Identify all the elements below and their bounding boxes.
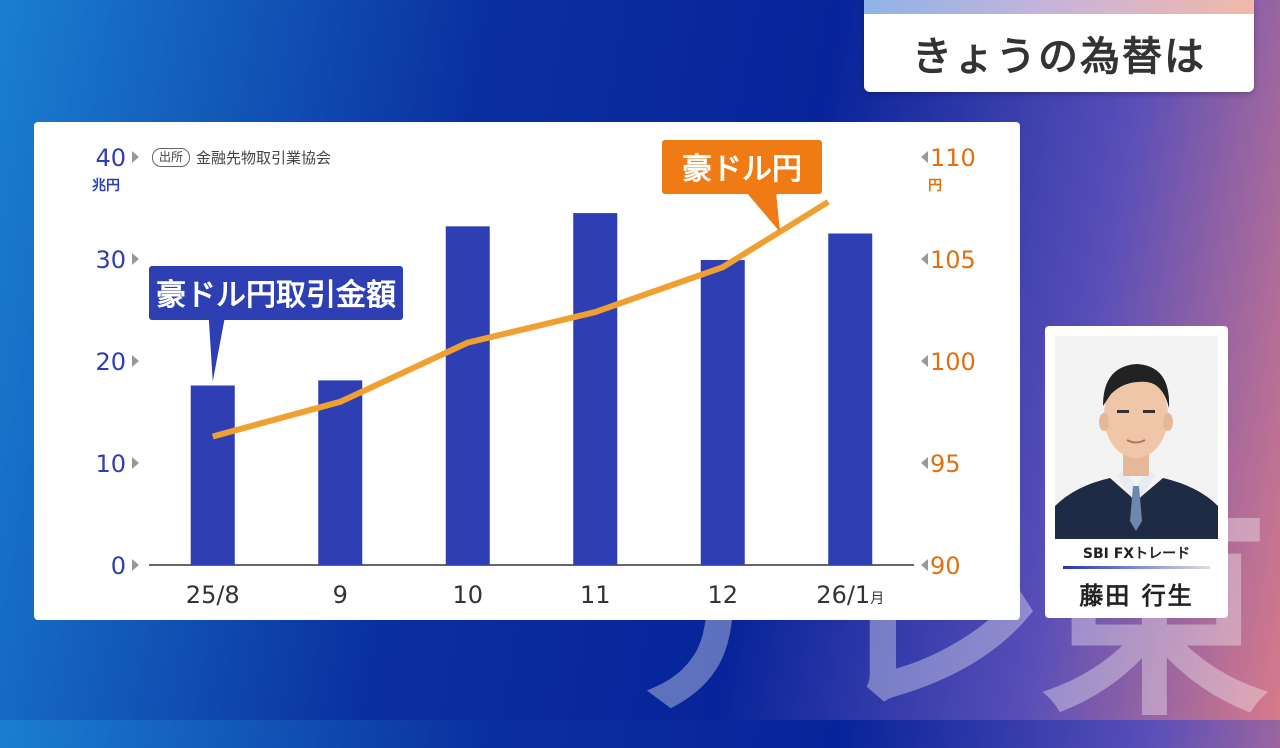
company-underline [1063,566,1210,569]
page-title: きょうの為替は [912,34,1206,80]
source-note: 出所 金融先物取引業協会 [152,147,331,168]
line-series-callout [662,140,822,194]
series-line [211,199,830,440]
guest-name: 藤田 行生 [1079,582,1194,610]
bar [445,226,490,566]
right-tick-label: 100 [930,348,976,376]
right-tick-arrow [921,457,928,469]
x-tick-label: 25/8 [186,581,240,609]
right-tick-label: 90 [930,552,961,580]
left-axis-unit: 兆円 [92,178,120,194]
bar [318,380,363,565]
left-tick-label: 30 [95,246,126,274]
right-tick-arrow [921,559,928,571]
left-tick-label: 0 [111,552,126,580]
left-tick-arrow [132,457,139,469]
left-tick-arrow [132,151,139,163]
x-tick-label: 26/1月 [816,581,884,609]
right-tick-label: 105 [930,246,976,274]
chart-card: 出所 金融先物取引業協会 0 10 20 30 40 兆円 90 95 100 105 110 円 25… [34,122,1020,620]
right-axis-unit: 円 [928,178,942,194]
x-tick-label: 9 [333,581,348,609]
title-accent-bar [864,0,1254,14]
bar [700,260,745,565]
right-tick-label: 110 [930,144,976,172]
source-text: 金融先物取引業協会 [196,149,332,167]
left-tick-label: 40 [95,144,126,172]
x-tick-suffix: 月 [870,591,884,607]
source-tag: 出所 [152,148,191,167]
bar [573,213,618,565]
line-series-callout-pointer [746,192,780,232]
right-tick-arrow [921,355,928,367]
title-box: きょうの為替は [864,0,1254,92]
bar-series-callout [149,266,403,320]
left-tick-label: 20 [95,348,126,376]
left-tick-arrow [132,559,139,571]
right-tick-arrow [921,151,928,163]
bar [828,233,873,565]
left-tick-arrow [132,253,139,265]
x-tick-label: 10 [452,581,483,609]
left-tick-arrow [132,355,139,367]
bar [190,385,235,565]
combo-chart: 0 10 20 30 40 兆円 90 95 100 105 110 円 25/8 9 10 11 12 26/1… [92,140,976,609]
left-tick-label: 10 [95,450,126,478]
right-tick-label: 95 [930,450,961,478]
x-tick-label: 11 [580,581,611,609]
line-series-label: 豪ドル円 [682,152,802,187]
x-tick-label: 12 [707,581,738,609]
guest-portrait [1055,336,1218,539]
right-tick-arrow [921,253,928,265]
guest-company: SBI FXトレード [1082,546,1191,562]
bar-series-callout-pointer [208,318,225,382]
guest-card: SBI FXトレード 藤田 行生 [1045,326,1228,618]
bar-series-label: 豪ドル円取引金額 [156,278,396,313]
